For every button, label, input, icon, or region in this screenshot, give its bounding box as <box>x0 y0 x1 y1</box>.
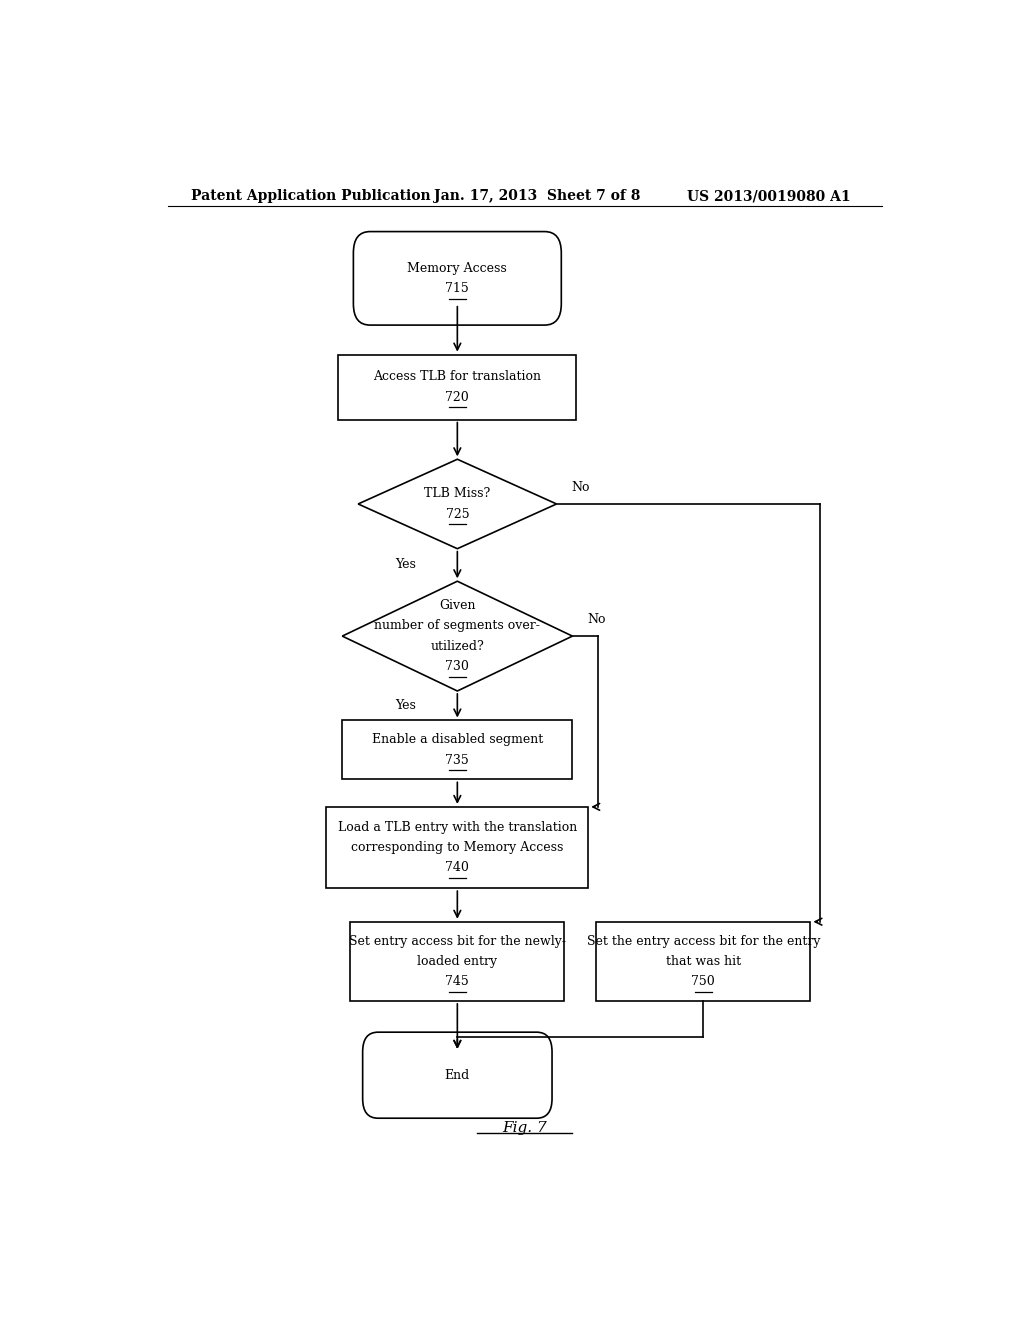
Bar <box>338 355 577 420</box>
Text: that was hit: that was hit <box>666 954 741 968</box>
Text: TLB Miss?: TLB Miss? <box>424 487 490 500</box>
Text: utilized?: utilized? <box>430 640 484 653</box>
Text: No: No <box>571 482 590 494</box>
Text: Set the entry access bit for the entry: Set the entry access bit for the entry <box>587 935 820 948</box>
Text: 740: 740 <box>445 862 469 874</box>
Text: Fig. 7: Fig. 7 <box>503 1121 547 1135</box>
Text: 750: 750 <box>691 975 715 989</box>
Text: 735: 735 <box>445 754 469 767</box>
FancyBboxPatch shape <box>353 231 561 325</box>
Text: US 2013/0019080 A1: US 2013/0019080 A1 <box>687 189 851 203</box>
Text: Access TLB for translation: Access TLB for translation <box>374 371 542 383</box>
Text: Memory Access: Memory Access <box>408 261 507 275</box>
Bar <box>350 921 564 1001</box>
Text: corresponding to Memory Access: corresponding to Memory Access <box>351 841 563 854</box>
Text: loaded entry: loaded entry <box>418 954 498 968</box>
Text: 715: 715 <box>445 282 469 294</box>
Bar <box>327 807 588 888</box>
Text: Yes: Yes <box>395 700 416 713</box>
Bar <box>342 721 572 779</box>
Text: 720: 720 <box>445 391 469 404</box>
Polygon shape <box>342 581 572 690</box>
Text: 745: 745 <box>445 975 469 989</box>
Text: No: No <box>587 614 605 627</box>
Text: Load a TLB entry with the translation: Load a TLB entry with the translation <box>338 821 577 834</box>
Text: End: End <box>444 1069 470 1081</box>
Bar <box>596 921 811 1001</box>
Text: Yes: Yes <box>395 558 416 572</box>
Text: Enable a disabled segment: Enable a disabled segment <box>372 734 543 746</box>
FancyBboxPatch shape <box>362 1032 552 1118</box>
Text: 725: 725 <box>445 508 469 520</box>
Text: 730: 730 <box>445 660 469 673</box>
Text: Given: Given <box>439 599 475 612</box>
Text: Patent Application Publication: Patent Application Publication <box>191 189 431 203</box>
Text: Set entry access bit for the newly-: Set entry access bit for the newly- <box>349 935 566 948</box>
Text: number of segments over-: number of segments over- <box>375 619 541 632</box>
Text: Jan. 17, 2013  Sheet 7 of 8: Jan. 17, 2013 Sheet 7 of 8 <box>433 189 640 203</box>
Polygon shape <box>358 459 557 549</box>
